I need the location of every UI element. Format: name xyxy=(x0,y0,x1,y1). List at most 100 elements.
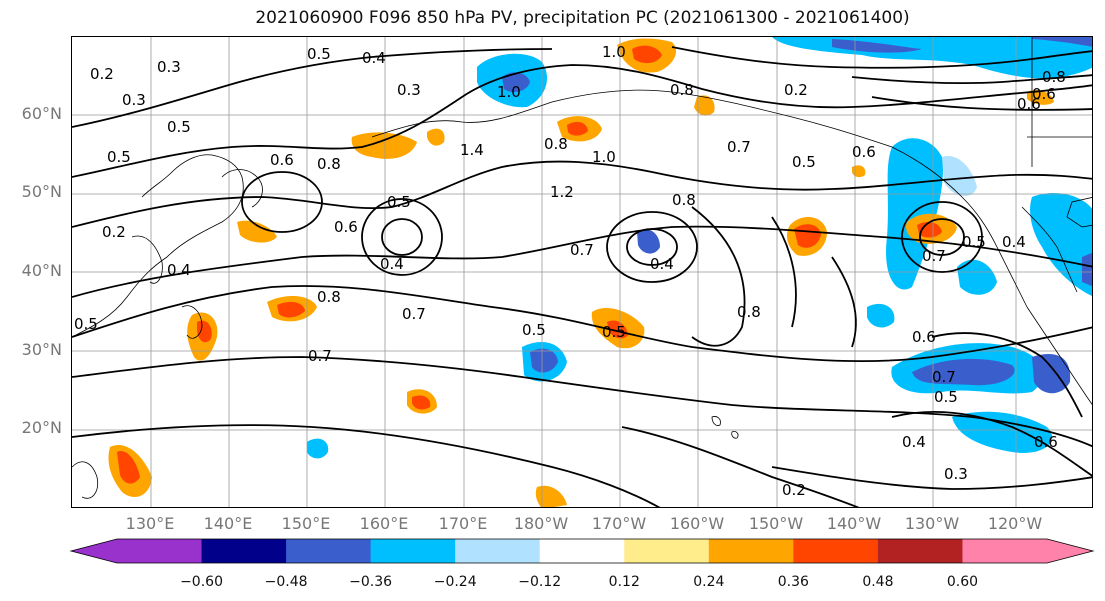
lon-label-160w: 160°W xyxy=(669,514,725,533)
precip-neg-area xyxy=(307,438,329,459)
lon-label-120w: 120°W xyxy=(987,514,1043,533)
precip-pos-area xyxy=(427,128,445,146)
contour-label: 0.7 xyxy=(570,241,594,259)
contour-label: 0.5 xyxy=(962,233,986,251)
contour-label: 0.6 xyxy=(270,151,294,169)
contour-label: 0.5 xyxy=(107,148,131,166)
precip-neg-area xyxy=(530,348,558,373)
colorbar-cell xyxy=(370,539,456,563)
colorbar-tick-label: 0.36 xyxy=(777,574,809,590)
contour-label: 0.4 xyxy=(650,255,674,273)
lat-label-60n: 60°N xyxy=(21,104,62,123)
contour-label: 0.8 xyxy=(737,303,761,321)
precip-shading xyxy=(108,37,1092,507)
lon-label-130e: 130°E xyxy=(125,514,175,533)
precip-neg-area xyxy=(1032,37,1092,47)
contour-label: 0.7 xyxy=(727,138,751,156)
lon-label-150w: 150°W xyxy=(748,514,804,533)
contour-label: 0.5 xyxy=(74,315,98,333)
precip-pos-area xyxy=(852,165,866,178)
colorbar-tick-label: 0.60 xyxy=(946,574,979,590)
precip-neg-area xyxy=(637,229,660,254)
colorbar-tick-label: 0.48 xyxy=(862,574,894,590)
colorbar-tick-label: 0.24 xyxy=(693,574,725,590)
contour-label: 1.0 xyxy=(602,43,626,61)
precip-neg-area xyxy=(1082,252,1092,287)
precip-pos-area xyxy=(412,395,431,410)
precip-neg-area xyxy=(832,39,922,53)
contour-label: 0.5 xyxy=(792,153,816,171)
contour-label: 1.4 xyxy=(460,141,484,159)
pv-contours xyxy=(72,46,1092,507)
contour-label: 0.3 xyxy=(157,58,181,76)
colorbar-cell xyxy=(962,539,1048,563)
precip-pos-area xyxy=(351,132,417,159)
contour-label: 0.6 xyxy=(852,143,876,161)
lon-label-130w: 130°W xyxy=(904,514,960,533)
precip-neg-area xyxy=(886,138,943,290)
contour-label: 0.8 xyxy=(544,135,568,153)
lon-label-140w: 140°W xyxy=(826,514,882,533)
precip-pos-area xyxy=(567,121,588,136)
contour-label: 0.7 xyxy=(932,368,956,386)
contour-labels: 0.2 0.3 0.5 0.5 0.4 0.3 1.0 1.0 0.8 0.5 … xyxy=(74,43,1066,499)
colorbar-cell xyxy=(286,539,372,563)
colorbar-tick-label: 0.12 xyxy=(608,574,640,590)
colorbar-cell xyxy=(455,539,541,563)
colorbar-cell xyxy=(201,539,287,563)
lat-label-30n: 30°N xyxy=(21,340,62,359)
precip-pos-area xyxy=(632,45,662,64)
precip-pos-area xyxy=(1027,90,1054,105)
contour-label: 0.7 xyxy=(922,247,946,265)
map-panel[interactable]: 0.2 0.3 0.5 0.5 0.4 0.3 1.0 1.0 0.8 0.5 … xyxy=(71,36,1093,508)
contour-label: 0.8 xyxy=(670,81,694,99)
colorbar-tick-label: −0.60 xyxy=(180,574,223,590)
precip-neg-area xyxy=(867,303,895,328)
coastlines xyxy=(72,37,1092,499)
colorbar-cell xyxy=(539,539,625,563)
contour-label: 0.3 xyxy=(122,91,146,109)
colorbar-cell xyxy=(624,539,710,563)
lat-label-50n: 50°N xyxy=(21,182,62,201)
graticule xyxy=(72,37,1092,507)
precip-neg-area xyxy=(952,411,1053,453)
contour-label: 0.7 xyxy=(402,305,426,323)
contour-label: 0.2 xyxy=(782,481,806,499)
precip-pos-area xyxy=(237,220,277,243)
map-canvas[interactable]: 0.2 0.3 0.5 0.5 0.4 0.3 1.0 1.0 0.8 0.5 … xyxy=(72,37,1093,508)
map-title: 2021060900 F096 850 hPa PV, precipitatio… xyxy=(255,8,910,28)
precip-neg-area xyxy=(1032,354,1071,394)
contour-label: 1.2 xyxy=(550,183,574,201)
contour-label: 0.8 xyxy=(672,191,696,209)
colorbar-tick-label: −0.36 xyxy=(349,574,393,590)
contour-label: 0.3 xyxy=(944,465,968,483)
colorbar-cell xyxy=(793,539,879,563)
contour-label: 0.5 xyxy=(167,118,191,136)
precip-neg-area xyxy=(912,358,1015,386)
lat-label-20n: 20°N xyxy=(21,418,62,437)
contour-label: 0.7 xyxy=(308,347,332,365)
contour-label: 0.8 xyxy=(1042,68,1066,86)
contour-label: 0.5 xyxy=(934,388,958,406)
contour-label: 0.8 xyxy=(317,155,341,173)
contour-label: 0.5 xyxy=(522,321,546,339)
contour-label: 0.2 xyxy=(90,65,114,83)
contour-label: 0.6 xyxy=(1032,85,1056,103)
contour-label: 0.4 xyxy=(380,255,404,273)
contour-label: 0.5 xyxy=(387,193,411,211)
lat-label-40n: 40°N xyxy=(21,261,62,280)
contour-label: 0.2 xyxy=(784,81,808,99)
precip-pos-area xyxy=(607,320,628,339)
contour-label: 0.6 xyxy=(1017,95,1041,113)
contour-label: 0.5 xyxy=(307,45,331,63)
contour-label: 0.6 xyxy=(1034,433,1058,451)
contour-label: 0.4 xyxy=(1002,233,1026,251)
contour-label: 0.5 xyxy=(602,323,626,341)
colorbar-cell xyxy=(877,539,963,563)
precip-pos-area xyxy=(917,221,942,238)
lon-label-140e: 140°E xyxy=(203,514,253,533)
colorbar-tick-label: −0.24 xyxy=(433,574,477,590)
contour-label: 0.4 xyxy=(362,49,386,67)
colorbar xyxy=(69,538,1095,564)
contour-label: 0.4 xyxy=(902,433,926,451)
